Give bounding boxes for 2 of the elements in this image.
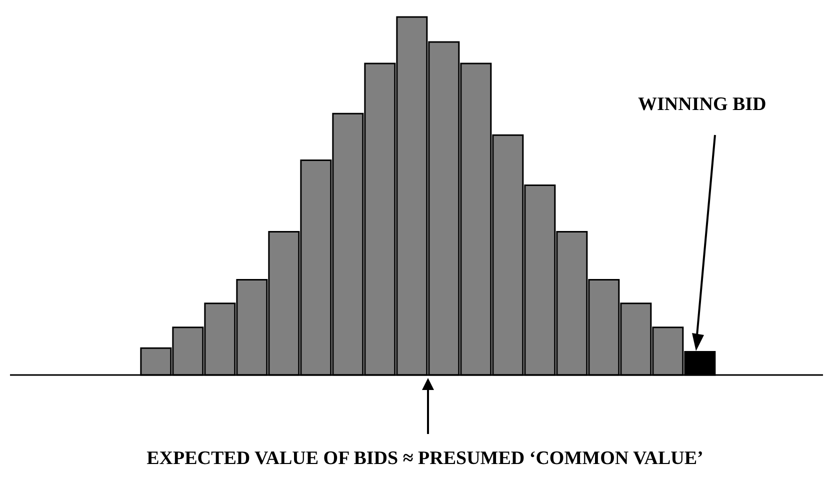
text: EXPECTED VALUE OF BIDS ≈ PRESUMED ‘COMMON VALUE’ bbox=[146, 448, 704, 470]
annotation: WINNING BID bbox=[638, 94, 766, 116]
